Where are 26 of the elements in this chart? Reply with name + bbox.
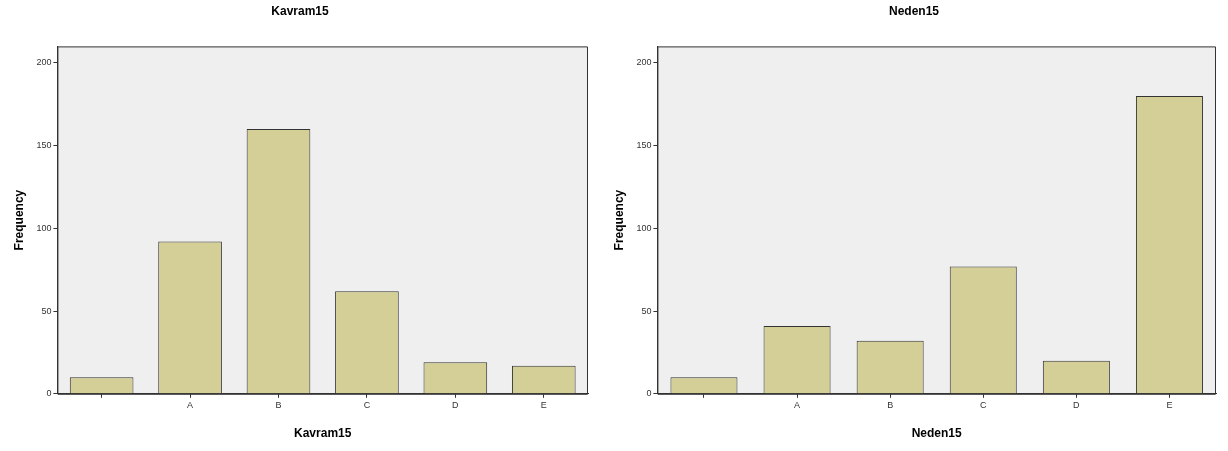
x-tick-label: E xyxy=(1166,399,1173,410)
y-tick-label: 200 xyxy=(36,57,52,68)
y-axis-title: Frequency xyxy=(611,189,626,251)
x-tick-label: C xyxy=(980,399,988,410)
chart-title: Kavram15 xyxy=(271,3,330,18)
x-tick-label: B xyxy=(275,399,282,410)
x-tick-label: E xyxy=(540,399,547,410)
y-axis-title: Frequency xyxy=(11,189,26,251)
x-tick-label: A xyxy=(794,399,801,410)
y-tick-label: 100 xyxy=(636,222,652,233)
x-tick-label: A xyxy=(187,399,194,410)
chart-title: Neden15 xyxy=(888,3,940,18)
y-tick-label: 50 xyxy=(41,305,52,316)
x-tick-label: D xyxy=(1073,399,1081,410)
x-tick-label: C xyxy=(363,399,371,410)
y-tick-label: 0 xyxy=(646,388,652,399)
x-axis-title: Kavram15 xyxy=(294,426,352,441)
x-tick-label: D xyxy=(452,399,460,410)
y-tick-label: 150 xyxy=(636,140,652,151)
y-tick-label: 200 xyxy=(636,57,652,68)
x-axis-title: Neden15 xyxy=(911,426,963,441)
y-tick-label: 100 xyxy=(36,222,52,233)
y-tick-label: 150 xyxy=(36,140,52,151)
y-tick-label: 50 xyxy=(641,305,652,316)
y-tick-label: 0 xyxy=(46,388,52,399)
x-tick-label: B xyxy=(887,399,894,410)
